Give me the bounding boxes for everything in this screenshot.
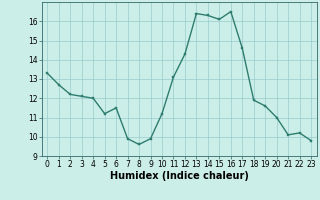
X-axis label: Humidex (Indice chaleur): Humidex (Indice chaleur) — [110, 171, 249, 181]
